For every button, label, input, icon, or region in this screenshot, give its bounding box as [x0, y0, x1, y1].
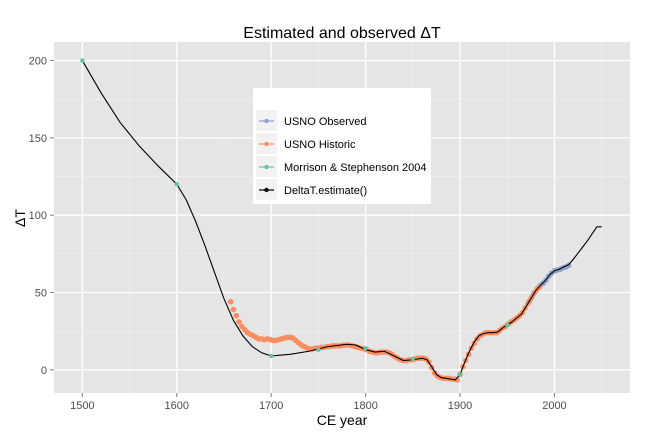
legend: USNO Observed USNO Historic Morrison & Ste…	[253, 88, 431, 204]
legend-key-point	[264, 141, 269, 147]
series-layer	[80, 58, 602, 383]
legend-box	[253, 88, 431, 204]
data-point	[363, 345, 368, 351]
data-point	[80, 58, 85, 63]
grid	[54, 42, 630, 393]
y-tick-label: 0	[41, 365, 47, 377]
legend-label: Morrison & Stephenson 2004	[284, 162, 426, 174]
legend-key-point	[264, 187, 269, 193]
data-point	[505, 322, 510, 328]
axes: 1500 1600 1700 1800 1900 2000 0 50 100 150 200	[29, 56, 567, 412]
y-tick-label: 100	[29, 210, 47, 222]
data-point	[457, 372, 463, 377]
data-point	[268, 353, 274, 359]
x-tick-label: 1900	[448, 400, 472, 412]
legend-key-point	[264, 164, 269, 170]
data-point	[410, 356, 416, 362]
legend-label: USNO Observed	[284, 116, 367, 128]
legend-label: DeltaT.estimate()	[284, 185, 367, 197]
x-tick-label: 1800	[353, 400, 377, 412]
legend-key-point	[264, 118, 269, 124]
x-axis-title: CE year	[317, 412, 368, 428]
x-tick-label: 1600	[165, 400, 189, 412]
y-tick-label: 150	[29, 133, 47, 145]
y-tick-label: 50	[35, 287, 47, 299]
x-tick-label: 1700	[259, 400, 283, 412]
chart-title: Estimated and observed ΔT	[243, 25, 441, 42]
legend-label: USNO Historic	[284, 139, 356, 151]
x-tick-label: 2000	[542, 400, 566, 412]
data-point	[454, 377, 461, 383]
data-point	[233, 312, 240, 319]
series-line	[81, 60, 602, 381]
data-point	[174, 182, 179, 187]
data-point	[316, 347, 321, 352]
data-point	[230, 306, 237, 313]
y-axis-title: ΔT	[12, 209, 28, 227]
x-tick-label: 1500	[70, 400, 94, 412]
y-tick-label: 200	[29, 56, 47, 68]
data-point	[565, 262, 572, 269]
data-point	[227, 298, 234, 305]
data-point	[236, 319, 242, 325]
